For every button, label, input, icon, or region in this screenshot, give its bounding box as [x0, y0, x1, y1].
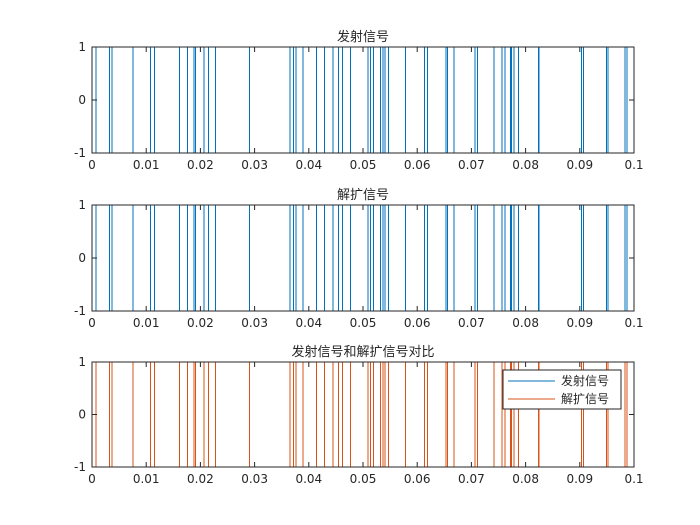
- x-tick-label: 0.1: [624, 472, 643, 486]
- x-tick-label: 0.01: [133, 316, 160, 330]
- y-tick-label: 1: [78, 40, 86, 54]
- x-tick-label: 0.05: [350, 158, 377, 172]
- x-tick-label: 0: [88, 472, 96, 486]
- x-tick-label: 0.02: [187, 158, 214, 172]
- y-tick-label: 1: [78, 198, 86, 212]
- x-tick-label: 0.09: [566, 316, 593, 330]
- x-tick-label: 0.07: [458, 472, 485, 486]
- x-tick-label: 0.04: [295, 158, 322, 172]
- legend-label: 解扩信号: [561, 392, 609, 406]
- x-tick-label: 0.06: [404, 158, 431, 172]
- y-tick-label: -1: [74, 304, 86, 318]
- axes-title: 发射信号: [337, 29, 389, 45]
- axes-3: 0 0.01 0.02 0.03 0.04 0.05 0.06 0.07 0.08 0.09 0.1…: [74, 344, 644, 486]
- x-tick-label: 0.08: [512, 158, 539, 172]
- y-tick-label: 0: [78, 251, 86, 265]
- x-tick-label: 0.04: [295, 316, 322, 330]
- axes-2: 0 0.01 0.02 0.03 0.04 0.05 0.06 0.07 0.08 0.09 0.1…: [74, 188, 644, 330]
- x-tick-label: 0.06: [404, 472, 431, 486]
- x-tick-label: 0.07: [458, 158, 485, 172]
- x-tick-label: 0.1: [624, 158, 643, 172]
- x-tick-label: 0.01: [133, 472, 160, 486]
- axes-1: 0 0.01 0.02 0.03 0.04 0.05 0.06 0.07 0.08 0.09 0.1…: [74, 29, 644, 172]
- x-tick-label: 0.08: [512, 472, 539, 486]
- y-tick-label: -1: [74, 146, 86, 160]
- x-tick-label: 0.02: [187, 316, 214, 330]
- legend-box: [502, 369, 622, 410]
- axes-title: 发射信号和解扩信号对比: [291, 344, 434, 360]
- x-tick-label: 0.04: [295, 472, 322, 486]
- legend-label: 发射信号: [561, 373, 609, 388]
- x-tick-label: 0.01: [133, 158, 160, 172]
- x-tick-label: 0.06: [404, 316, 431, 330]
- x-tick-label: 0.03: [241, 316, 268, 330]
- x-tick-label: 0.05: [350, 472, 377, 486]
- y-tick-label: 1: [78, 355, 86, 369]
- y-tick-label: 0: [78, 93, 86, 107]
- axes-layer: 0 0.01 0.02 0.03 0.04 0.05 0.06 0.07 0.08 0.09 0.1…: [74, 29, 644, 486]
- x-tick-label: 0: [88, 158, 96, 172]
- x-tick-label: 0.05: [350, 316, 377, 330]
- axes-title: 解扩信号: [337, 188, 389, 203]
- y-tick-label: 0: [78, 408, 86, 422]
- x-tick-label: 0.03: [241, 472, 268, 486]
- x-tick-label: 0.02: [187, 472, 214, 486]
- x-tick-label: 0.09: [566, 158, 593, 172]
- x-tick-label: 0.08: [512, 316, 539, 330]
- x-tick-label: 0.07: [458, 316, 485, 330]
- x-tick-label: 0.09: [566, 472, 593, 486]
- x-tick-label: 0.1: [624, 316, 643, 330]
- x-tick-label: 0.03: [241, 158, 268, 172]
- y-tick-label: -1: [74, 460, 86, 474]
- x-tick-label: 0: [88, 316, 96, 330]
